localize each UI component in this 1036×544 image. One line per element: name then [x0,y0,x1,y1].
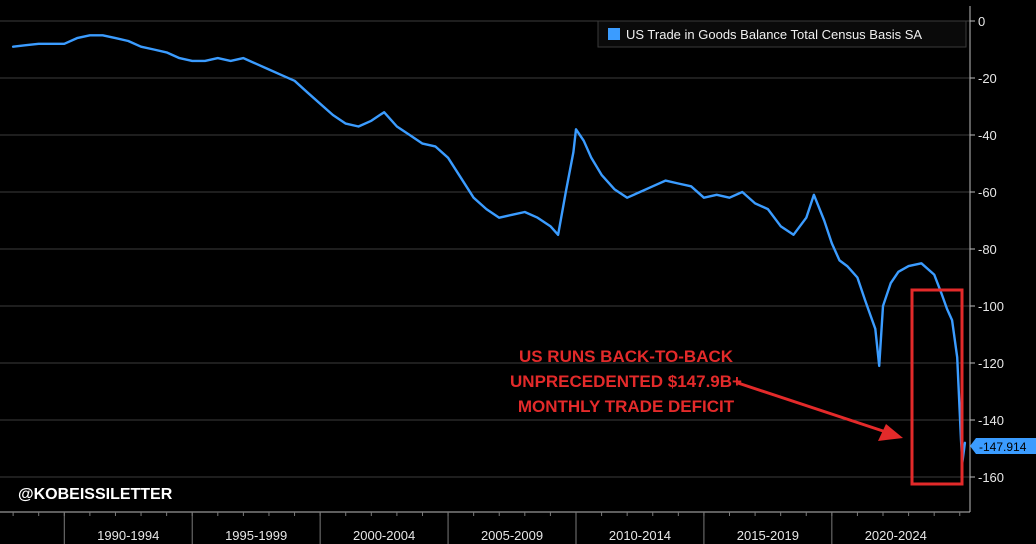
x-tick-label-2: 2000-2004 [353,528,415,543]
x-tick-label-1: 1995-1999 [225,528,287,543]
y-tick-label-8: -160 [978,470,1004,485]
series-lines [11,34,967,464]
x-tick-label-6: 2020-2024 [865,528,927,543]
annotation-arrow-head [878,424,903,441]
last-value-tag: -147.914 [970,438,1036,454]
legend-swatch [608,28,620,40]
annotation-line-1: US RUNS BACK-TO-BACK [519,347,734,366]
y-axis: 0 -20 -40 -60 -80 -100 -120 -140 -160 [969,6,1004,512]
highlight-box [910,288,964,486]
annotation-arrow-shaft [737,381,887,434]
x-tick-label-5: 2015-2019 [737,528,799,543]
y-tick-label-3: -60 [978,185,997,200]
x-tick-label-4: 2010-2014 [609,528,671,543]
x-tick-label-3: 2005-2009 [481,528,543,543]
y-tick-label-0: 0 [978,14,985,29]
x-tick-label-0: 1990-1994 [97,528,159,543]
last-value-label: -147.914 [979,440,1027,454]
legend: US Trade in Goods Balance Total Census B… [597,20,967,48]
x-axis: 1990-1994 1995-1999 2000-2004 2005-2009 2010… [0,511,970,544]
y-tick-label-4: -80 [978,242,997,257]
legend-label: US Trade in Goods Balance Total Census B… [626,27,922,42]
y-tick-label-2: -40 [978,128,997,143]
y-tick-label-1: -20 [978,71,997,86]
gridlines [0,20,970,478]
watermark: @KOBEISSILETTER [18,486,173,503]
y-tick-label-6: -120 [978,356,1004,371]
series-line-0 [11,34,967,464]
annotation-line-3: MONTHLY TRADE DEFICIT [518,397,735,416]
legend-box [597,20,967,48]
annotation: US RUNS BACK-TO-BACK UNPRECEDENTED $147.… [510,347,903,441]
annotation-line-2: UNPRECEDENTED $147.9B+ [510,372,742,391]
y-tick-label-5: -100 [978,299,1004,314]
y-tick-label-7: -140 [978,413,1004,428]
last-value-tag-shape [970,438,1036,454]
